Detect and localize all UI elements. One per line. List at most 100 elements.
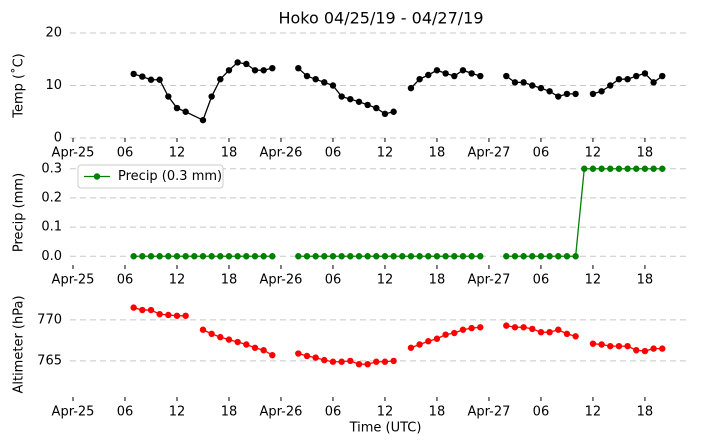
- legend-marker: [93, 173, 101, 180]
- data-point: [607, 165, 614, 172]
- data-point: [234, 253, 241, 260]
- data-point: [468, 70, 475, 77]
- data-point: [165, 253, 172, 260]
- data-point: [225, 253, 233, 260]
- data-point: [407, 84, 415, 92]
- data-point: [199, 253, 207, 260]
- data-point: [303, 72, 311, 80]
- data-point: [641, 347, 649, 355]
- data-point: [329, 253, 337, 260]
- data-point: [572, 333, 579, 340]
- data-point: [537, 328, 545, 336]
- y-axis-label: Precip (mm): [12, 173, 27, 252]
- x-tick-label: 06: [533, 146, 550, 161]
- data-point: [364, 253, 371, 260]
- x-tick-label: 06: [533, 273, 550, 288]
- data-point: [615, 165, 623, 172]
- x-tick-label: 18: [221, 273, 238, 288]
- data-point: [165, 93, 172, 100]
- data-point: [633, 165, 640, 172]
- data-point: [607, 82, 614, 89]
- data-point: [650, 165, 657, 172]
- data-point: [260, 253, 267, 260]
- y-tick-label: 10: [45, 78, 62, 93]
- x-tick-label: Apr-26: [260, 146, 303, 161]
- x-tick-label: 18: [221, 405, 238, 420]
- x-tick-label: 12: [585, 405, 602, 420]
- data-point: [624, 342, 631, 350]
- data-point: [529, 325, 536, 333]
- data-point: [633, 72, 640, 80]
- data-point: [442, 70, 449, 77]
- data-point: [425, 253, 432, 260]
- data-point: [546, 253, 553, 260]
- series-line: [133, 61, 663, 122]
- legend-box: [77, 164, 224, 189]
- data-point: [260, 67, 267, 74]
- data-point: [173, 253, 181, 260]
- data-point: [503, 253, 510, 260]
- data-point: [173, 104, 181, 112]
- data-point: [563, 253, 571, 260]
- data-point: [459, 253, 467, 260]
- data-point: [355, 98, 363, 105]
- data-point: [269, 64, 276, 72]
- data-point: [459, 326, 467, 333]
- data-point: [537, 253, 545, 260]
- x-tick-label: 12: [169, 273, 186, 288]
- data-point: [520, 79, 527, 86]
- data-point: [217, 76, 224, 83]
- data-point: [260, 347, 267, 354]
- x-tick-label: 06: [325, 405, 342, 420]
- data-point: [425, 71, 432, 79]
- data-point: [243, 253, 250, 260]
- x-tick-label: 06: [325, 146, 342, 161]
- data-point: [529, 82, 536, 89]
- x-tick-label: 06: [117, 405, 134, 420]
- data-point: [321, 79, 328, 86]
- data-point: [451, 72, 458, 80]
- x-tick-label: Apr-25: [52, 405, 95, 420]
- x-tick-label: 06: [117, 273, 134, 288]
- data-point: [373, 358, 380, 365]
- data-point: [659, 165, 666, 172]
- data-point: [243, 341, 250, 348]
- data-point: [433, 335, 441, 342]
- data-point: [347, 95, 354, 103]
- data-point: [364, 101, 371, 109]
- data-point: [381, 110, 389, 118]
- data-point: [147, 306, 155, 314]
- x-tick-label: 12: [377, 146, 394, 161]
- data-point: [199, 116, 207, 124]
- x-tick-label: 12: [585, 273, 602, 288]
- data-point: [251, 67, 259, 74]
- data-point: [433, 253, 441, 260]
- x-tick-label: 18: [429, 273, 446, 288]
- data-point: [347, 253, 354, 260]
- data-point: [633, 347, 640, 354]
- data-point: [208, 93, 215, 100]
- data-point: [468, 253, 475, 260]
- data-point: [373, 104, 380, 112]
- data-point: [147, 253, 155, 260]
- y-tick-label: 0.0: [41, 249, 62, 264]
- x-tick-label: 06: [325, 273, 342, 288]
- data-point: [295, 253, 302, 260]
- data-point: [511, 324, 519, 331]
- data-point: [503, 72, 510, 80]
- data-point: [529, 253, 536, 260]
- data-point: [139, 306, 146, 314]
- data-point: [407, 344, 415, 351]
- data-point: [234, 59, 241, 66]
- data-point: [451, 329, 458, 337]
- x-tick-label: 06: [117, 146, 134, 161]
- data-point: [555, 93, 562, 100]
- data-point: [416, 76, 423, 83]
- data-point: [563, 330, 571, 338]
- data-point: [199, 326, 207, 333]
- data-point: [225, 336, 233, 343]
- data-point: [182, 253, 189, 260]
- data-point: [416, 341, 423, 348]
- y-tick-label: 0.3: [41, 161, 62, 176]
- y-tick-label: 765: [37, 353, 62, 368]
